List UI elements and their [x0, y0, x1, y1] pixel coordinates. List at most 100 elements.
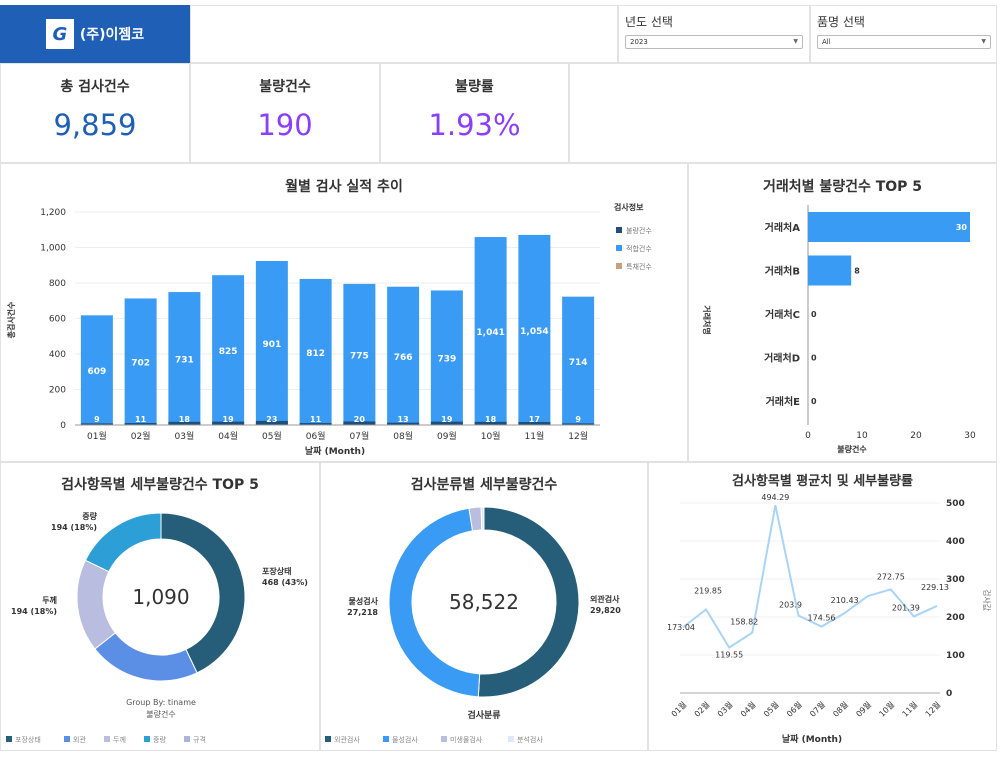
- data-label: 210.43: [831, 596, 859, 605]
- kpi-empty: [569, 63, 997, 163]
- bar-label: 1,041: [476, 328, 504, 338]
- legend-swatch: [616, 245, 622, 251]
- bar-accepted: [387, 286, 420, 425]
- data-label: 219.85: [694, 586, 722, 595]
- x-tick-label: 30: [964, 431, 976, 441]
- data-label: 272.75: [877, 572, 905, 581]
- slice-label-value: 29,820: [590, 606, 621, 615]
- bar-defect: [80, 423, 113, 425]
- kpi-defect-rate: 불량률 1.93%: [380, 63, 569, 163]
- defect-label: 11: [310, 415, 322, 424]
- bar-label: 702: [131, 359, 150, 369]
- bar-defect: [168, 421, 201, 425]
- bar: [808, 255, 852, 286]
- bar-label: 0: [811, 310, 817, 319]
- y-tick-label: 거래처A: [765, 221, 801, 234]
- x-tick-label: 04월: [738, 699, 757, 718]
- bar-accepted: [299, 278, 332, 425]
- bar-label: 766: [394, 353, 413, 363]
- y-tick-label: 200: [49, 386, 66, 396]
- y-tick-label: 800: [49, 279, 66, 289]
- legend-label: 불량건수: [626, 226, 652, 235]
- x-tick-label: 03월: [715, 699, 734, 718]
- kpi-title: 불량건수: [259, 79, 311, 95]
- defect-label: 20: [354, 415, 366, 424]
- legend-swatch: [616, 263, 622, 269]
- bar-defect: [518, 421, 551, 425]
- y-tick-label: 600: [49, 315, 66, 325]
- x-tick-label: 06월: [784, 699, 803, 718]
- item-filter-label: 품명 선택: [817, 15, 865, 29]
- defect-label: 11: [135, 415, 147, 424]
- defect-label: 19: [223, 415, 235, 424]
- y-tick-label: 400: [49, 350, 66, 360]
- legend-label: 중량: [153, 736, 166, 744]
- kpi-total-inspections: 총 검사건수 9,859: [0, 63, 190, 163]
- bar-defect: [387, 422, 420, 425]
- x-tick-label: 01월: [669, 699, 688, 718]
- x-tick-label: 07월: [807, 699, 826, 718]
- x-tick-label: 12월: [923, 699, 942, 718]
- x-tick-label: 10월: [481, 430, 501, 442]
- kpi-value: 1.93%: [428, 108, 521, 142]
- item-donut-panel: 검사항목별 세부불량건수 TOP 5: [0, 462, 320, 751]
- chart-title: 검사항목별 평균치 및 세부불량률: [731, 474, 914, 489]
- bar-accepted: [343, 283, 376, 425]
- x-axis-title: 검사분류: [467, 709, 500, 721]
- year-select[interactable]: 2023 ▼: [625, 35, 803, 49]
- item-select[interactable]: All ▼: [817, 35, 991, 49]
- chart-title: 월별 검사 실적 추이: [285, 179, 403, 195]
- defect-label: 9: [575, 415, 581, 424]
- chart-title: 검사분류별 세부불량건수: [410, 477, 558, 493]
- chart-title: 검사항목별 세부불량건수 TOP 5: [61, 477, 259, 493]
- y-tick-label: 100: [946, 651, 965, 661]
- legend-swatch: [6, 736, 12, 742]
- x-tick-label: 11월: [900, 699, 919, 718]
- bar-label: 1,054: [520, 327, 548, 337]
- slice-label-name: 두께: [42, 595, 57, 605]
- bar-defect: [343, 421, 376, 425]
- data-label: 203.9: [779, 601, 802, 610]
- donut-slice: [477, 506, 580, 698]
- donut-slice: [84, 512, 162, 573]
- kpi-defect-count: 불량건수 190: [190, 63, 380, 163]
- bar-accepted: [474, 237, 507, 425]
- data-label: 229.13: [921, 583, 949, 592]
- y-tick-label: 400: [946, 537, 965, 547]
- y-tick-label: 500: [946, 499, 965, 509]
- x-tick-label: 10월: [877, 699, 896, 718]
- legend-label: 포장상태: [15, 735, 41, 744]
- y-axis-title: 총검사건수: [6, 301, 16, 338]
- legend-label: 외관검사: [334, 735, 360, 744]
- legend-label: 외관: [73, 735, 86, 744]
- donut-slice: [160, 512, 246, 674]
- x-tick-label: 08월: [393, 430, 413, 442]
- legend-title: 검사정보: [614, 202, 644, 212]
- data-label: 158.82: [730, 618, 758, 627]
- kpi-title: 총 검사건수: [60, 79, 130, 95]
- bar-label: 901: [262, 340, 281, 350]
- y-tick-label: 300: [946, 575, 965, 585]
- defect-label: 17: [529, 415, 540, 424]
- x-tick-label: 04월: [218, 430, 238, 442]
- x-axis-title: 날짜 (Month): [782, 733, 842, 745]
- legend-swatch: [383, 736, 389, 742]
- donut-center-value: 58,522: [449, 590, 519, 614]
- legend-swatch: [616, 227, 622, 233]
- year-filter-label: 년도 선택: [625, 15, 673, 29]
- x-tick-label: 09월: [854, 699, 873, 718]
- legend-label: 두께: [113, 736, 126, 744]
- bar-label: 0: [811, 397, 817, 406]
- slice-label-value: 27,218: [347, 608, 378, 617]
- defect-label: 9: [94, 415, 100, 424]
- x-axis-title: 불량건수: [837, 444, 867, 454]
- y-tick-label: 1,200: [40, 208, 66, 218]
- legend-label: 특채건수: [626, 262, 652, 271]
- y-tick-label: 0: [60, 421, 66, 431]
- measure-label: 불량건수: [146, 709, 175, 719]
- bar-defect: [430, 421, 463, 425]
- legend-swatch: [325, 736, 331, 742]
- company-name: (주)이젬코: [79, 27, 145, 43]
- slice-label-name: 중량: [82, 511, 97, 521]
